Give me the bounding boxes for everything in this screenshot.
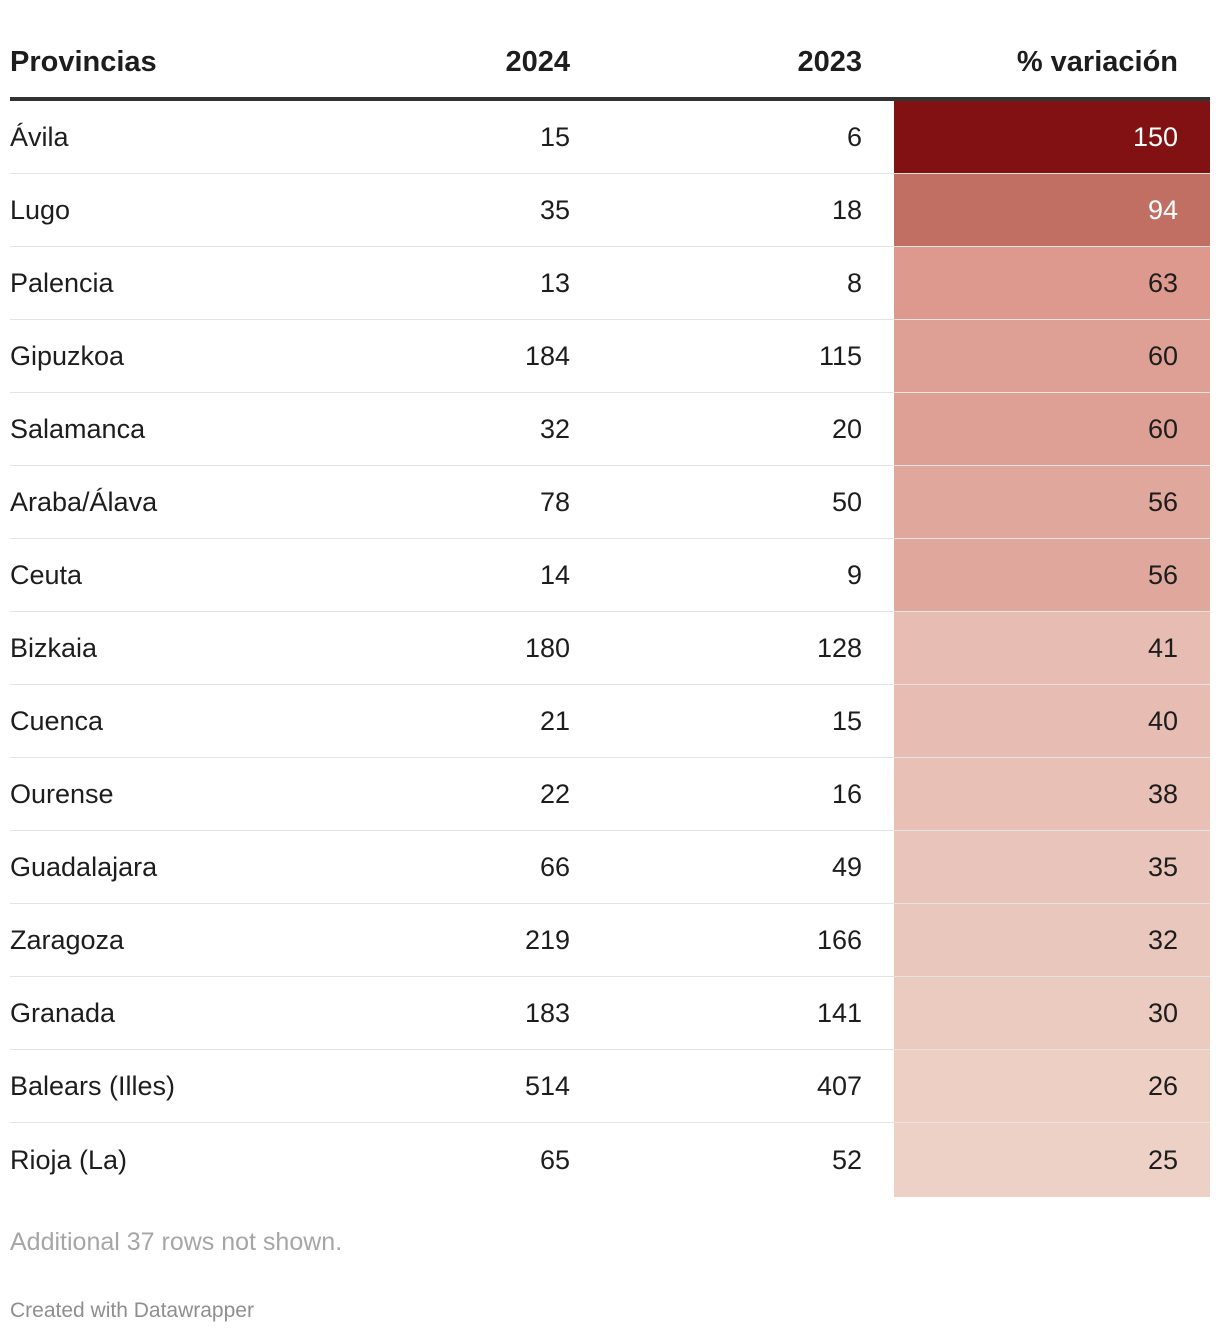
cell-variacion: 32: [894, 904, 1210, 976]
cell-provincia: Ourense: [10, 778, 114, 809]
cell-2023: 50: [831, 486, 862, 517]
header-variacion[interactable]: % variación: [1016, 46, 1178, 78]
cell-variacion: 56: [894, 466, 1210, 538]
table-row: Balears (Illes) 514 407 26: [10, 1050, 1210, 1123]
cell-variacion: 26: [894, 1050, 1210, 1122]
cell-2023: 9: [846, 559, 862, 590]
cell-variacion: 60: [894, 393, 1210, 465]
cell-2023: 128: [816, 632, 862, 663]
cell-provincia: Araba/Álava: [10, 486, 158, 517]
cell-variacion: 60: [894, 320, 1210, 392]
header-provincias[interactable]: Provincias: [10, 46, 157, 78]
table-row: Gipuzkoa 184 115 60: [10, 320, 1210, 393]
cell-variacion: 38: [894, 758, 1210, 830]
cell-2023: 49: [831, 851, 862, 882]
cell-provincia: Lugo: [10, 194, 71, 225]
table-row: Bizkaia 180 128 41: [10, 612, 1210, 685]
table-row: Ávila 15 6 150: [10, 101, 1210, 174]
cell-provincia: Rioja (La): [10, 1144, 128, 1175]
data-table: Provincias 2024 2023 % variación Ávila 15…: [10, 28, 1210, 1197]
cell-provincia: Balears (Illes): [10, 1070, 176, 1101]
cell-2024: 219: [524, 924, 570, 955]
table-header: Provincias 2024 2023 % variación: [10, 28, 1210, 101]
cell-2024: 15: [539, 121, 570, 152]
credit-link[interactable]: Created with Datawrapper: [10, 1299, 254, 1322]
cell-2024: 78: [539, 486, 570, 517]
cell-variacion: 40: [894, 685, 1210, 757]
cell-provincia: Granada: [10, 997, 116, 1028]
cell-variacion: 30: [894, 977, 1210, 1049]
table-row: Granada 183 141 30: [10, 977, 1210, 1050]
table-row: Salamanca 32 20 60: [10, 393, 1210, 466]
cell-variacion: 25: [894, 1123, 1210, 1197]
table-row: Rioja (La) 65 52 25: [10, 1123, 1210, 1197]
cell-variacion: 63: [894, 247, 1210, 319]
header-2024[interactable]: 2024: [505, 46, 570, 78]
cell-2024: 183: [524, 997, 570, 1028]
cell-2023: 166: [816, 924, 862, 955]
cell-2024: 66: [539, 851, 570, 882]
cell-provincia: Cuenca: [10, 705, 104, 736]
cell-2023: 18: [831, 194, 862, 225]
table-row: Lugo 35 18 94: [10, 174, 1210, 247]
cell-provincia: Guadalajara: [10, 851, 158, 882]
cell-variacion: 56: [894, 539, 1210, 611]
cell-2023: 115: [818, 340, 862, 371]
cell-provincia: Zaragoza: [10, 924, 125, 955]
cell-variacion: 150: [894, 101, 1210, 173]
cell-2024: 21: [539, 705, 570, 736]
cell-provincia: Bizkaia: [10, 632, 98, 663]
cell-2023: 15: [831, 705, 862, 736]
cell-2023: 20: [831, 413, 862, 444]
cell-2024: 180: [524, 632, 570, 663]
cell-variacion: 35: [894, 831, 1210, 903]
cell-2024: 22: [539, 778, 570, 809]
cell-variacion: 94: [894, 174, 1210, 246]
cell-provincia: Gipuzkoa: [10, 340, 125, 371]
cell-2024: 35: [539, 194, 570, 225]
cell-provincia: Salamanca: [10, 413, 146, 444]
table-row: Araba/Álava 78 50 56: [10, 466, 1210, 539]
cell-provincia: Ávila: [10, 121, 69, 152]
cell-2024: 514: [524, 1070, 570, 1101]
cell-2024: 184: [524, 340, 570, 371]
cell-2024: 13: [539, 267, 570, 298]
table-row: Palencia 13 8 63: [10, 247, 1210, 320]
table-row: Guadalajara 66 49 35: [10, 831, 1210, 904]
cell-2023: 16: [831, 778, 862, 809]
table-row: Ourense 22 16 38: [10, 758, 1210, 831]
cell-2024: 65: [539, 1144, 570, 1175]
cell-2023: 52: [831, 1144, 862, 1175]
cell-provincia: Palencia: [10, 267, 114, 298]
table-row: Zaragoza 219 166 32: [10, 904, 1210, 977]
cell-2023: 407: [816, 1070, 862, 1101]
cell-provincia: Ceuta: [10, 559, 83, 590]
table-row: Ceuta 14 9 56: [10, 539, 1210, 612]
table-notes: Additional 37 rows not shown.: [10, 1228, 343, 1256]
cell-variacion: 41: [894, 612, 1210, 684]
header-2023[interactable]: 2023: [797, 46, 862, 78]
cell-2023: 8: [846, 267, 862, 298]
table-body: Ávila 15 6 150 Lugo 35 18 94 Palencia 13 8 63 Gipuzk…: [10, 101, 1210, 1197]
cell-2024: 32: [539, 413, 570, 444]
cell-2023: 6: [846, 121, 862, 152]
cell-2023: 141: [816, 997, 862, 1028]
cell-2024: 14: [539, 559, 570, 590]
table-row: Cuenca 21 15 40: [10, 685, 1210, 758]
